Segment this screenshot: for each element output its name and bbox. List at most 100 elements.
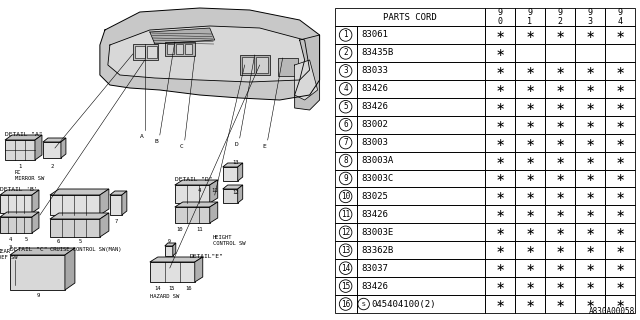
Text: 13: 13: [341, 246, 350, 255]
Text: ∗: ∗: [615, 66, 625, 76]
Text: 12: 12: [233, 190, 239, 196]
Polygon shape: [175, 207, 210, 223]
Bar: [335, 44, 356, 62]
Text: 5: 5: [343, 102, 348, 111]
Text: 5: 5: [78, 239, 81, 244]
Text: 83003A: 83003A: [362, 156, 394, 165]
Polygon shape: [35, 135, 42, 160]
Text: PARTS CORD: PARTS CORD: [383, 12, 436, 21]
Bar: [575, 26, 605, 44]
Text: D: D: [235, 142, 239, 147]
Text: ∗: ∗: [585, 120, 595, 130]
Text: 5: 5: [24, 237, 28, 242]
Text: ∗: ∗: [495, 102, 504, 112]
Text: ∗: ∗: [556, 66, 564, 76]
Polygon shape: [210, 180, 218, 203]
Bar: [575, 295, 605, 313]
Bar: [515, 44, 545, 62]
Text: ∗: ∗: [525, 138, 534, 148]
Text: ∗: ∗: [585, 209, 595, 219]
Bar: [515, 8, 545, 26]
Bar: [335, 277, 356, 295]
Bar: [545, 259, 575, 277]
Bar: [575, 259, 605, 277]
Text: 15: 15: [168, 286, 175, 291]
Bar: [256, 57, 268, 73]
Text: 8: 8: [343, 156, 348, 165]
Text: B: B: [155, 139, 159, 144]
Bar: [515, 223, 545, 241]
Text: ∗: ∗: [615, 299, 625, 309]
Bar: [485, 134, 515, 152]
Bar: [575, 223, 605, 241]
Text: 83426: 83426: [362, 282, 388, 291]
Text: ∗: ∗: [495, 227, 504, 237]
Text: ∗: ∗: [585, 102, 595, 112]
Text: 83003C: 83003C: [362, 174, 394, 183]
Text: ∗: ∗: [525, 281, 534, 291]
Bar: [605, 170, 635, 188]
Text: ∗: ∗: [615, 209, 625, 219]
Bar: [605, 8, 635, 26]
Bar: [575, 277, 605, 295]
Text: 2: 2: [51, 164, 54, 169]
Text: A: A: [140, 134, 144, 139]
Text: ∗: ∗: [556, 227, 564, 237]
Bar: [515, 26, 545, 44]
Bar: [575, 8, 605, 26]
Polygon shape: [150, 257, 203, 262]
Bar: [485, 44, 515, 62]
Text: DETAIL "C": DETAIL "C": [10, 247, 47, 252]
Text: ∗: ∗: [556, 191, 564, 201]
Text: ∗: ∗: [615, 30, 625, 40]
Polygon shape: [50, 213, 109, 219]
Text: 83426: 83426: [362, 102, 388, 111]
Text: ∗: ∗: [495, 84, 504, 94]
Polygon shape: [110, 191, 127, 195]
Text: ∗: ∗: [556, 245, 564, 255]
Text: 16: 16: [341, 300, 350, 308]
Bar: [335, 188, 356, 205]
Bar: [485, 241, 515, 259]
Text: 6: 6: [56, 239, 60, 244]
Bar: [278, 58, 298, 76]
Text: ∗: ∗: [495, 173, 504, 183]
Bar: [545, 152, 575, 170]
Text: ∗: ∗: [495, 66, 504, 76]
Text: ∗: ∗: [615, 263, 625, 273]
Text: ∗: ∗: [556, 30, 564, 40]
Text: C: C: [180, 144, 184, 149]
Polygon shape: [173, 243, 176, 256]
Polygon shape: [43, 138, 66, 142]
Bar: [485, 223, 515, 241]
Text: 16: 16: [186, 286, 192, 291]
Bar: [356, 98, 485, 116]
Text: ∗: ∗: [525, 209, 534, 219]
Text: 4: 4: [198, 188, 202, 194]
Text: ∗: ∗: [556, 84, 564, 94]
Text: ∗: ∗: [585, 263, 595, 273]
Text: ∗: ∗: [615, 191, 625, 201]
Polygon shape: [0, 217, 32, 233]
Bar: [605, 116, 635, 134]
Text: ∗: ∗: [585, 138, 595, 148]
Text: ∗: ∗: [615, 173, 625, 183]
Bar: [133, 44, 158, 60]
Text: ∗: ∗: [585, 156, 595, 165]
Polygon shape: [61, 138, 66, 158]
Bar: [485, 62, 515, 80]
Bar: [335, 170, 356, 188]
Bar: [485, 8, 515, 26]
Polygon shape: [175, 180, 218, 185]
Text: ∗: ∗: [615, 84, 625, 94]
Text: ∗: ∗: [556, 173, 564, 183]
Text: 7: 7: [114, 219, 118, 224]
Polygon shape: [294, 60, 317, 100]
Bar: [335, 98, 356, 116]
Text: 11: 11: [196, 227, 203, 232]
Text: 9: 9: [167, 239, 170, 244]
Bar: [605, 205, 635, 223]
Text: MIRROR SW: MIRROR SW: [15, 176, 44, 181]
Bar: [356, 259, 485, 277]
Bar: [515, 277, 545, 295]
